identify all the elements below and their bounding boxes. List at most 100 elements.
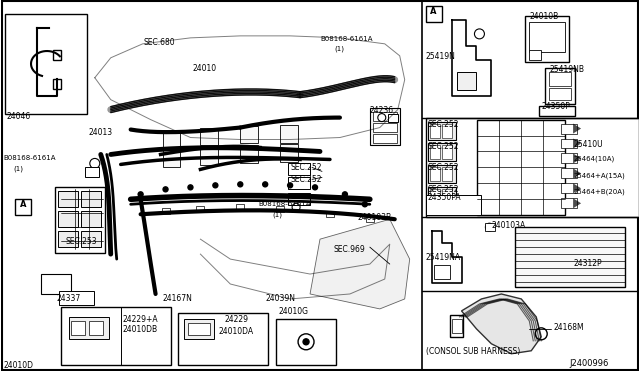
Bar [429, 124, 440, 138]
Text: 24229: 24229 [225, 315, 248, 324]
Bar [196, 206, 204, 212]
Text: 24010DB: 24010DB [123, 325, 158, 334]
Text: A: A [430, 7, 437, 16]
Bar [373, 122, 397, 132]
Bar [276, 319, 336, 365]
Circle shape [238, 182, 243, 187]
Circle shape [213, 183, 218, 188]
Bar [428, 122, 456, 140]
Text: SEC.680: SEC.680 [143, 38, 175, 47]
Text: (1): (1) [334, 46, 344, 52]
Text: 24046: 24046 [6, 112, 30, 121]
Text: (1): (1) [272, 211, 282, 218]
Text: 25464+A(15A): 25464+A(15A) [573, 172, 625, 179]
Bar [426, 6, 442, 22]
Text: 24312P: 24312P [573, 259, 602, 268]
Bar [428, 144, 456, 161]
Text: 24229+A: 24229+A [123, 315, 158, 324]
Bar [61, 307, 170, 365]
Polygon shape [573, 154, 581, 163]
Bar [280, 125, 298, 142]
Bar [449, 315, 463, 337]
Polygon shape [573, 138, 581, 148]
Text: 25464(10A): 25464(10A) [573, 155, 614, 162]
Bar [429, 145, 440, 160]
Bar [561, 138, 577, 148]
Bar [525, 16, 569, 62]
Bar [477, 119, 565, 215]
Circle shape [362, 202, 367, 207]
Bar [429, 189, 440, 203]
Bar [326, 211, 334, 217]
Bar [59, 291, 94, 305]
Text: SEC.252: SEC.252 [428, 119, 459, 129]
Bar [288, 163, 310, 175]
Polygon shape [573, 124, 581, 134]
Text: 24350P: 24350P [541, 102, 570, 110]
Bar [58, 191, 78, 207]
Bar [442, 189, 452, 203]
Bar [240, 145, 258, 163]
Bar [288, 193, 310, 205]
Text: 24039N: 24039N [265, 294, 295, 303]
Bar [58, 231, 78, 247]
Circle shape [188, 185, 193, 190]
Bar [200, 147, 218, 166]
Circle shape [287, 183, 292, 188]
Bar [179, 313, 268, 365]
Bar [545, 68, 575, 104]
Bar [81, 191, 100, 207]
Bar [485, 223, 495, 231]
Bar [561, 169, 577, 179]
Bar [15, 199, 31, 215]
Text: B08168-6161A: B08168-6161A [3, 155, 56, 161]
Polygon shape [573, 183, 581, 193]
Text: 24350PA: 24350PA [428, 193, 461, 202]
Text: 24168M: 24168M [553, 323, 584, 332]
Polygon shape [461, 294, 541, 354]
Text: 25464+B(20A): 25464+B(20A) [573, 188, 625, 195]
Text: B08168-6161A: B08168-6161A [258, 201, 310, 207]
Bar [366, 216, 374, 222]
Polygon shape [573, 169, 581, 179]
Bar [561, 183, 577, 193]
Bar [428, 166, 456, 183]
Text: 25419NB: 25419NB [549, 65, 584, 74]
Bar [58, 211, 78, 227]
Bar [388, 113, 397, 122]
Text: 25419NA: 25419NA [426, 253, 461, 262]
Bar [370, 108, 400, 145]
Bar [373, 134, 397, 142]
Circle shape [138, 192, 143, 197]
Bar [163, 150, 180, 167]
Bar [540, 106, 575, 116]
Bar [442, 145, 452, 160]
Bar [236, 204, 244, 210]
Text: 24013: 24013 [89, 128, 113, 137]
Text: 24010DA: 24010DA [218, 327, 253, 336]
Text: SEC.252: SEC.252 [428, 185, 459, 194]
Text: 240103B: 240103B [358, 213, 392, 222]
Bar [200, 128, 218, 145]
Bar [426, 118, 639, 217]
Bar [561, 124, 577, 134]
Bar [442, 167, 452, 182]
Text: B08168-6161A: B08168-6161A [320, 36, 372, 42]
Bar [529, 50, 541, 60]
Bar [81, 211, 100, 227]
Bar [429, 167, 440, 182]
Bar [529, 22, 565, 52]
Bar [184, 319, 214, 339]
Bar [426, 195, 481, 215]
Text: SEC.252: SEC.252 [428, 163, 459, 173]
Bar [61, 189, 103, 249]
Circle shape [342, 192, 348, 197]
Text: (CONSOL SUB HARNESS): (CONSOL SUB HARNESS) [426, 347, 520, 356]
Text: 24010D: 24010D [3, 361, 33, 370]
Bar [452, 319, 461, 333]
Text: SEC.252: SEC.252 [290, 175, 322, 185]
Bar [276, 206, 284, 212]
Bar [515, 227, 625, 287]
Bar [69, 317, 109, 339]
Text: 24167N: 24167N [163, 294, 193, 303]
